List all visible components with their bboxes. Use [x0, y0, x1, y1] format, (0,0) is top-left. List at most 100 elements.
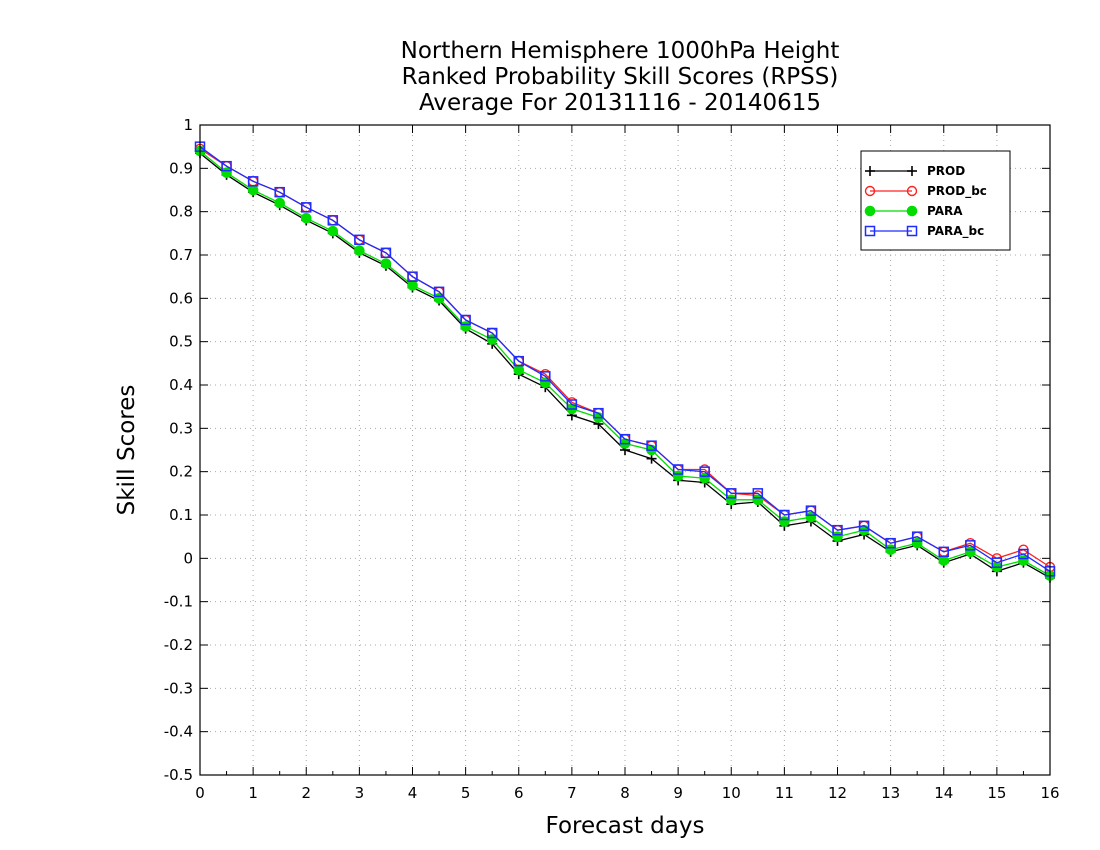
x-tick-label: 2: [301, 784, 311, 802]
data-point-para: [247, 184, 259, 196]
data-point-para: [832, 531, 843, 542]
legend-marker-para: [864, 205, 876, 217]
legend-marker-para-bc: [906, 225, 918, 237]
grid: [200, 125, 1050, 775]
data-point-para-bc: [221, 160, 232, 172]
data-point-para: [779, 516, 790, 527]
data-point-para-bc: [1018, 548, 1029, 560]
y-tick-label: 1: [183, 116, 193, 134]
data-point-para: [380, 258, 392, 269]
data-point-prod: [646, 453, 657, 464]
data-point-para-bc: [354, 234, 365, 246]
data-point-para-bc: [460, 314, 471, 326]
legend-marker-para-bc: [864, 225, 876, 237]
data-point-para-bc: [832, 524, 843, 536]
chart-title: Northern Hemisphere 1000hPa Height Ranke…: [401, 38, 840, 116]
data-point-para-bc: [327, 215, 339, 226]
y-tick-label: 0.2: [169, 463, 193, 481]
y-tick-label: -0.5: [164, 766, 193, 784]
y-tick-label: -0.1: [164, 593, 193, 611]
data-point-para: [725, 494, 737, 506]
legend-marker-prod-bc: [906, 185, 918, 197]
legend-marker-para: [906, 205, 918, 217]
x-tick-label: 10: [722, 784, 741, 802]
x-axis-ticks: 0 1 2 3 4 5 6 7 8 9 10 11 12 13 14 15 16: [195, 125, 1060, 802]
y-tick-label: 0.4: [169, 376, 193, 394]
data-point-para-bc: [407, 271, 418, 282]
data-point-para-bc: [752, 488, 764, 499]
data-point-para-bc: [699, 466, 710, 477]
x-tick-label: 8: [620, 784, 630, 802]
data-point-para-bc: [805, 505, 817, 516]
legend-box: [860, 150, 1011, 251]
y-tick-label: 0.8: [169, 203, 193, 221]
data-point-para-bc: [965, 540, 976, 551]
data-point-para: [938, 555, 950, 566]
data-point-para: [672, 470, 684, 482]
data-point-para: [965, 546, 976, 558]
legend: PROD PROD_bc PARA PARA_bc: [860, 150, 1011, 251]
x-tick-label: 16: [1040, 784, 1059, 802]
x-tick-label: 5: [461, 784, 471, 802]
data-point-para: [221, 167, 232, 178]
y-tick-label: 0: [183, 549, 193, 567]
data-point-para-bc: [726, 488, 737, 499]
chart-title-line-3: Average For 20131116 - 20140615: [419, 90, 821, 116]
x-tick-label: 15: [987, 784, 1006, 802]
x-axis-label: Forecast days: [546, 813, 705, 839]
series-line-para-bc: [199, 146, 1051, 572]
data-point-para-bc: [301, 202, 312, 213]
x-tick-label: 1: [248, 784, 258, 802]
data-point-para-bc: [619, 433, 631, 445]
data-point-para: [300, 212, 312, 224]
legend-marker-prod: [865, 166, 875, 176]
chart-title-line-1: Northern Hemisphere 1000hPa Height: [401, 38, 840, 64]
y-tick-label: -0.3: [164, 679, 193, 697]
x-tick-label: 3: [355, 784, 365, 802]
data-point-para: [354, 245, 365, 256]
legend-label-prod-bc: PROD_bc: [927, 184, 987, 199]
legend-marker-prod: [907, 166, 917, 176]
x-tick-label: 9: [673, 784, 683, 802]
x-tick-label: 11: [775, 784, 794, 802]
data-point-para-bc: [672, 464, 684, 475]
data-point-para: [885, 544, 896, 555]
x-tick-label: 13: [881, 784, 900, 802]
data-point-para-bc: [911, 531, 923, 542]
x-tick-label: 14: [934, 784, 953, 802]
series-lines: [194, 141, 1056, 583]
data-point-para: [327, 225, 339, 237]
data-point-para-bc: [274, 186, 285, 198]
legend-label-para: PARA: [927, 204, 963, 218]
y-axis-ticks: -0.5 -0.4 -0.3 -0.2 -0.1 0 0.1 0.2 0.3 0.4 0.5 0.6 0…: [164, 116, 1050, 784]
x-tick-label: 4: [408, 784, 418, 802]
y-axis-label: Skill Scores: [114, 385, 140, 516]
data-point-para-bc: [566, 399, 578, 410]
x-tick-label: 12: [828, 784, 847, 802]
data-point-para-bc: [991, 557, 1003, 568]
data-point-para-bc: [433, 286, 445, 298]
y-tick-label: 0.3: [169, 419, 193, 437]
y-tick-label: 0.5: [169, 333, 193, 351]
x-tick-label: 6: [514, 784, 524, 802]
x-tick-label: 0: [195, 784, 205, 802]
data-point-para-bc: [486, 327, 498, 339]
x-tick-label: 7: [567, 784, 577, 802]
data-point-para-bc: [858, 520, 870, 532]
y-tick-label: -0.4: [164, 723, 193, 741]
y-tick-label: 0.7: [169, 246, 193, 264]
data-point-para-bc: [380, 247, 392, 259]
y-tick-label: 0.6: [169, 289, 193, 307]
data-point-para: [911, 537, 923, 549]
y-tick-label: 0.1: [169, 506, 193, 524]
data-point-para-bc: [885, 537, 896, 549]
data-point-para: [1018, 555, 1029, 566]
data-point-para: [274, 197, 285, 209]
data-point-para: [407, 280, 418, 291]
data-point-para: [513, 364, 525, 376]
data-point-para-bc: [938, 546, 949, 558]
data-point-para-bc: [779, 509, 790, 521]
data-point-para-bc: [247, 176, 259, 187]
legend-marker-prod-bc: [864, 185, 876, 197]
